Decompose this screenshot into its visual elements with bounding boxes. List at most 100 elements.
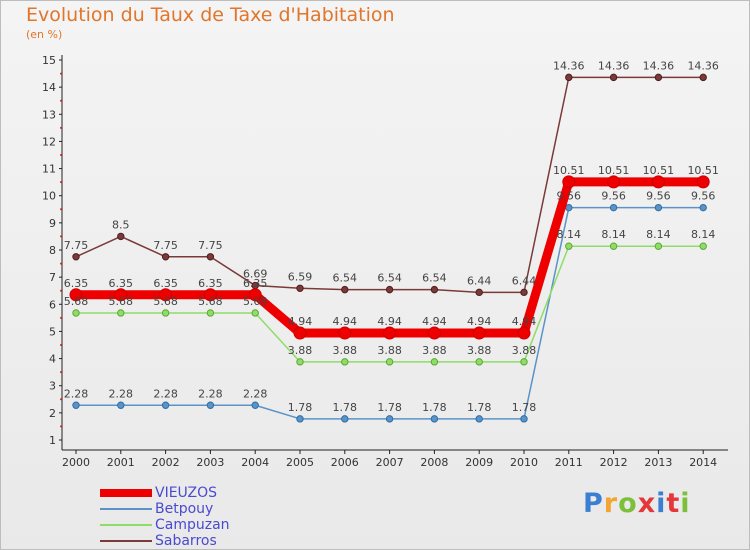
data-label-campuzan: 3.88: [422, 344, 447, 357]
data-point-betpouy: [609, 203, 618, 212]
data-point-betpouy: [161, 401, 170, 409]
data-label-betpouy: 1.78: [377, 401, 402, 414]
data-label-vieuzos: 4.94: [467, 315, 492, 328]
data-label-vieuzos: 6.35: [109, 277, 134, 290]
data-point-betpouy: [206, 401, 215, 409]
x-tick-label: 2009: [465, 456, 493, 469]
data-label-sabarros: 7.75: [153, 239, 178, 252]
chart-title: Evolution du Taux de Taxe d'Habitation: [26, 4, 395, 26]
data-point-vieuzos: [517, 326, 531, 340]
x-tick-label: 2007: [376, 456, 404, 469]
data-label-vieuzos: 4.94: [333, 315, 358, 328]
y-minor-tick: [60, 425, 62, 428]
legend-swatch: [100, 524, 152, 526]
proxiti-logo: Proxiti: [583, 488, 691, 519]
y-minor-tick: [60, 208, 62, 211]
y-minor-tick: [60, 126, 62, 129]
x-tick-label: 2011: [555, 456, 583, 469]
data-label-vieuzos: 4.94: [512, 315, 537, 328]
data-label-betpouy: 1.78: [333, 401, 358, 414]
y-tick-label: 13: [42, 108, 56, 121]
y-tick-label: 3: [49, 380, 56, 393]
data-label-vieuzos: 4.94: [288, 315, 313, 328]
data-label-betpouy: 1.78: [467, 401, 492, 414]
data-label-sabarros: 6.59: [288, 270, 313, 283]
data-label-vieuzos: 6.35: [198, 277, 223, 290]
logo-letter: o: [618, 488, 638, 519]
y-minor-tick: [60, 262, 62, 265]
data-point-vieuzos: [696, 175, 710, 189]
data-point-vieuzos: [248, 288, 262, 302]
data-point-vieuzos: [383, 326, 397, 340]
y-minor-tick: [60, 398, 62, 401]
x-tick-label: 2006: [331, 456, 359, 469]
data-point-sabarros: [520, 288, 528, 297]
data-point-sabarros: [565, 73, 573, 82]
y-minor-tick: [60, 344, 62, 346]
y-tick-label: 5: [49, 325, 56, 338]
data-point-sabarros: [72, 253, 80, 261]
data-point-betpouy: [385, 415, 394, 423]
y-tick-label: 6: [49, 298, 56, 311]
data-point-campuzan: [341, 358, 349, 366]
data-label-betpouy: 1.78: [422, 401, 447, 414]
y-minor-tick: [60, 99, 62, 102]
data-label-betpouy: 2.28: [243, 387, 268, 400]
data-point-campuzan: [475, 358, 483, 366]
data-point-campuzan: [206, 309, 215, 317]
data-label-vieuzos: 6.35: [153, 277, 178, 290]
data-point-vieuzos: [338, 326, 352, 340]
data-label-betpouy: 9.56: [557, 190, 582, 203]
data-label-sabarros: 8.5: [112, 218, 130, 231]
y-tick-label: 4: [49, 353, 56, 366]
data-label-vieuzos: 4.94: [422, 315, 447, 328]
data-label-campuzan: 3.88: [333, 344, 358, 357]
data-point-campuzan: [699, 242, 707, 250]
x-tick-label: 2013: [644, 456, 672, 469]
chart-unit-label: (en %): [26, 28, 63, 41]
data-label-sabarros: 6.44: [512, 274, 537, 287]
x-tick-label: 2005: [286, 456, 314, 469]
data-point-sabarros: [161, 253, 170, 261]
data-point-campuzan: [161, 309, 170, 317]
data-point-vieuzos: [293, 326, 307, 340]
data-label-betpouy: 2.28: [153, 387, 178, 400]
data-point-sabarros: [654, 73, 663, 82]
y-tick-label: 7: [49, 271, 56, 284]
data-point-sabarros: [699, 73, 707, 82]
logo-letter: P: [583, 488, 604, 519]
data-label-campuzan: 5.68: [243, 295, 268, 308]
data-point-campuzan: [296, 358, 304, 366]
data-point-vieuzos: [69, 288, 83, 302]
data-point-vieuzos: [562, 175, 576, 189]
data-point-campuzan: [251, 309, 259, 317]
data-point-campuzan: [654, 242, 663, 250]
logo-letter: i: [680, 488, 691, 519]
data-label-campuzan: 5.68: [109, 295, 134, 308]
data-label-sabarros: 14.36: [598, 59, 630, 72]
data-point-betpouy: [520, 415, 528, 423]
data-label-sabarros: 14.36: [553, 59, 585, 72]
x-tick-label: 2001: [107, 456, 135, 469]
data-point-campuzan: [72, 309, 80, 317]
data-point-betpouy: [565, 203, 573, 212]
data-label-campuzan: 8.14: [557, 228, 582, 241]
data-point-campuzan: [117, 309, 125, 317]
data-label-sabarros: 6.44: [467, 274, 492, 287]
data-label-sabarros: 14.36: [687, 59, 719, 72]
data-label-betpouy: 1.78: [288, 401, 313, 414]
data-label-betpouy: 2.28: [198, 387, 223, 400]
data-point-campuzan: [430, 358, 439, 366]
data-label-vieuzos: 10.51: [687, 164, 719, 177]
data-point-sabarros: [341, 285, 349, 294]
x-tick-label: 2002: [152, 456, 180, 469]
data-point-sabarros: [475, 288, 483, 297]
y-minor-tick: [60, 316, 62, 319]
data-point-vieuzos: [159, 288, 173, 302]
data-point-betpouy: [699, 203, 707, 212]
data-label-sabarros: 6.54: [333, 272, 358, 285]
y-tick-label: 15: [42, 54, 56, 67]
data-label-betpouy: 9.56: [601, 190, 626, 203]
x-tick-label: 2000: [62, 456, 90, 469]
